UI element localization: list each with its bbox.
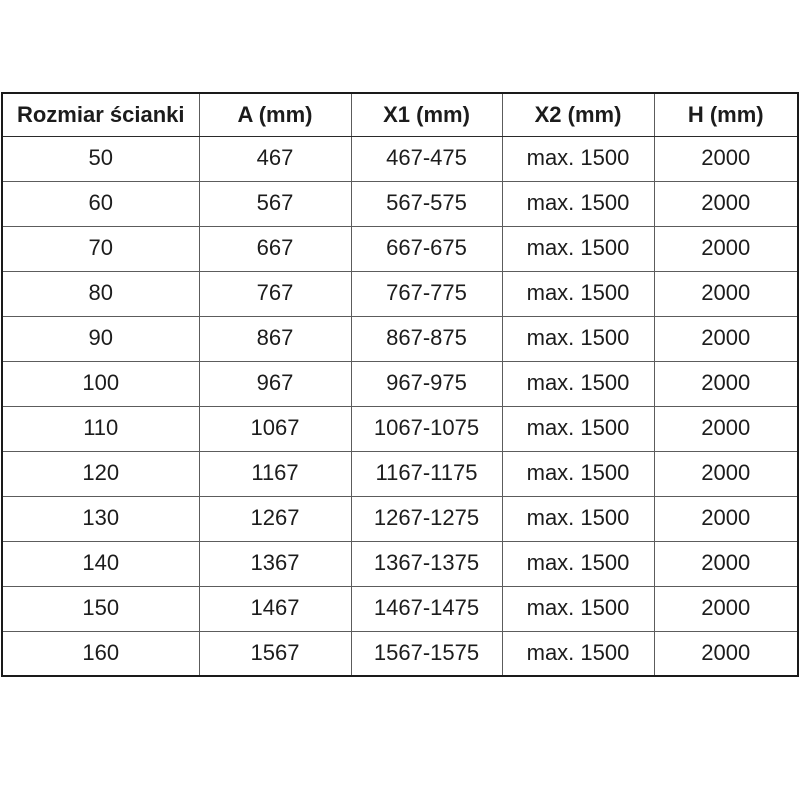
- table-cell: 467: [198, 135, 352, 182]
- table-head: Rozmiar ścianki A (mm) X1 (mm) X2 (mm) H (mm…: [1, 92, 799, 137]
- table-row: 50 467 467-475 max. 1500 2000: [1, 135, 799, 182]
- table-cell: 767-775: [350, 270, 503, 317]
- table-cell: 967: [198, 360, 352, 407]
- table-cell: 1067-1075: [350, 405, 503, 452]
- table-cell: 867-875: [350, 315, 503, 362]
- header-cell: X1 (mm): [350, 92, 503, 137]
- wall-size-spec-table: Rozmiar ścianki A (mm) X1 (mm) X2 (mm) H (mm…: [1, 92, 799, 677]
- table-row: 60 567 567-575 max. 1500 2000: [1, 180, 799, 227]
- header-cell: X2 (mm): [501, 92, 655, 137]
- table-cell: 140: [1, 540, 200, 587]
- table-cell: max. 1500: [501, 495, 655, 542]
- header-cell: A (mm): [198, 92, 352, 137]
- table-cell: 2000: [653, 450, 799, 497]
- table-row: 80 767 767-775 max. 1500 2000: [1, 270, 799, 317]
- size-table-container: Rozmiar ścianki A (mm) X1 (mm) X2 (mm) H (mm…: [1, 92, 799, 677]
- table-row: 100 967 967-975 max. 1500 2000: [1, 360, 799, 407]
- table-cell: 1267-1275: [350, 495, 503, 542]
- table-cell: 2000: [653, 495, 799, 542]
- table-row: 120 1167 1167-1175 max. 1500 2000: [1, 450, 799, 497]
- table-row: 110 1067 1067-1075 max. 1500 2000: [1, 405, 799, 452]
- table-cell: 467-475: [350, 135, 503, 182]
- table-cell: 2000: [653, 270, 799, 317]
- table-row: 70 667 667-675 max. 1500 2000: [1, 225, 799, 272]
- table-cell: 2000: [653, 630, 799, 677]
- header-cell: Rozmiar ścianki: [1, 92, 200, 137]
- table-cell: 667: [198, 225, 352, 272]
- table-cell: max. 1500: [501, 315, 655, 362]
- table-cell: 130: [1, 495, 200, 542]
- table-row: 140 1367 1367-1375 max. 1500 2000: [1, 540, 799, 587]
- table-cell: 110: [1, 405, 200, 452]
- table-cell: 867: [198, 315, 352, 362]
- table-cell: 1167-1175: [350, 450, 503, 497]
- table-cell: 1067: [198, 405, 352, 452]
- table-cell: 2000: [653, 315, 799, 362]
- table-cell: 1467: [198, 585, 352, 632]
- table-cell: 567: [198, 180, 352, 227]
- table-cell: 2000: [653, 585, 799, 632]
- table-cell: 90: [1, 315, 200, 362]
- table-cell: 1567: [198, 630, 352, 677]
- table-cell: 60: [1, 180, 200, 227]
- table-cell: 1467-1475: [350, 585, 503, 632]
- table-cell: max. 1500: [501, 405, 655, 452]
- table-cell: max. 1500: [501, 225, 655, 272]
- table-cell: 2000: [653, 180, 799, 227]
- table-cell: 160: [1, 630, 200, 677]
- table-cell: 967-975: [350, 360, 503, 407]
- table-cell: 567-575: [350, 180, 503, 227]
- header-row: Rozmiar ścianki A (mm) X1 (mm) X2 (mm) H (mm…: [1, 92, 799, 137]
- table-cell: 1367: [198, 540, 352, 587]
- table-cell: 150: [1, 585, 200, 632]
- table-cell: 2000: [653, 225, 799, 272]
- table-cell: 1167: [198, 450, 352, 497]
- table-cell: 1367-1375: [350, 540, 503, 587]
- table-row: 160 1567 1567-1575 max. 1500 2000: [1, 630, 799, 677]
- table-row: 130 1267 1267-1275 max. 1500 2000: [1, 495, 799, 542]
- table-cell: max. 1500: [501, 540, 655, 587]
- table-body: 50 467 467-475 max. 1500 2000 60 567 567-575 max…: [1, 135, 799, 677]
- table-cell: max. 1500: [501, 450, 655, 497]
- table-cell: 70: [1, 225, 200, 272]
- table-cell: 767: [198, 270, 352, 317]
- table-row: 150 1467 1467-1475 max. 1500 2000: [1, 585, 799, 632]
- table-cell: 80: [1, 270, 200, 317]
- table-cell: 2000: [653, 540, 799, 587]
- table-cell: max. 1500: [501, 360, 655, 407]
- table-cell: 2000: [653, 405, 799, 452]
- table-cell: 1267: [198, 495, 352, 542]
- table-cell: 2000: [653, 360, 799, 407]
- table-cell: 667-675: [350, 225, 503, 272]
- table-row: 90 867 867-875 max. 1500 2000: [1, 315, 799, 362]
- table-cell: 2000: [653, 135, 799, 182]
- table-cell: max. 1500: [501, 270, 655, 317]
- table-cell: max. 1500: [501, 630, 655, 677]
- table-cell: max. 1500: [501, 180, 655, 227]
- table-cell: 100: [1, 360, 200, 407]
- table-cell: 50: [1, 135, 200, 182]
- table-cell: max. 1500: [501, 585, 655, 632]
- table-cell: 120: [1, 450, 200, 497]
- header-cell: H (mm): [653, 92, 799, 137]
- table-cell: 1567-1575: [350, 630, 503, 677]
- table-cell: max. 1500: [501, 135, 655, 182]
